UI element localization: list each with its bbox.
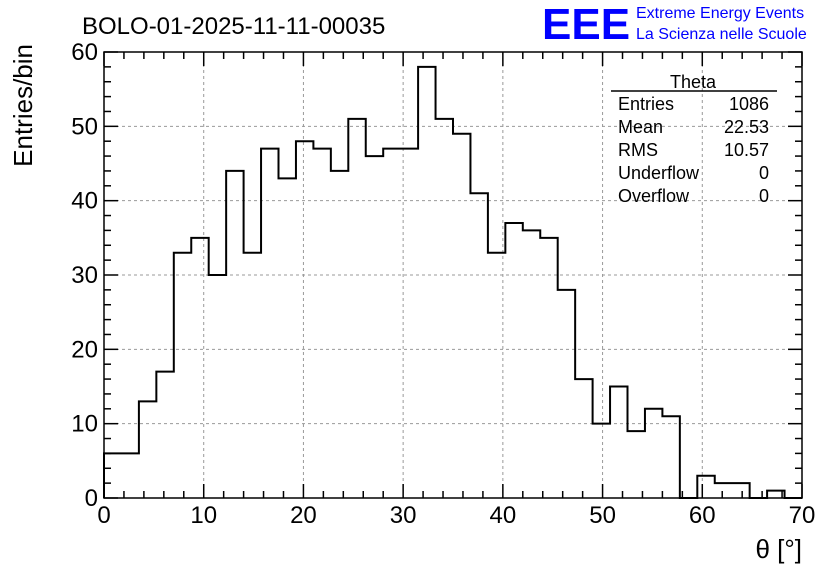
histogram-series bbox=[103, 65, 802, 499]
x-axis-label: θ [°] bbox=[755, 534, 802, 564]
x-tick-label: 20 bbox=[290, 502, 317, 529]
chart-title: BOLO-01-2025-11-11-00035 bbox=[82, 13, 385, 40]
x-tick-label: 10 bbox=[190, 502, 217, 529]
y-axis-label: Entries/bin bbox=[8, 44, 38, 167]
y-tick-labels: 0 10 20 30 40 50 60 bbox=[71, 39, 98, 512]
x-tick-label: 30 bbox=[390, 502, 417, 529]
y-tick-label: 20 bbox=[71, 336, 98, 363]
stats-value: 10.57 bbox=[724, 140, 769, 160]
y-tick-label: 10 bbox=[71, 411, 98, 438]
eee-logo-line1: Extreme Energy Events bbox=[636, 5, 804, 22]
y-tick-label: 50 bbox=[71, 113, 98, 140]
stats-label: Entries bbox=[618, 94, 674, 114]
stats-value: 0 bbox=[759, 163, 769, 183]
y-tick-label: 0 bbox=[85, 485, 98, 512]
stats-value: 0 bbox=[759, 186, 769, 206]
x-tick-label: 60 bbox=[689, 502, 716, 529]
stats-box: Theta Entries 1086 Mean 22.53 RMS 10.57 Underf… bbox=[611, 72, 777, 206]
x-tick-labels: 0 10 20 30 40 50 60 70 bbox=[97, 502, 815, 529]
stats-label: Mean bbox=[618, 117, 663, 137]
eee-logo: EEE Extreme Energy Events La Scienza nel… bbox=[542, 0, 807, 49]
stats-value: 1086 bbox=[729, 94, 769, 114]
stats-value: 22.53 bbox=[724, 117, 769, 137]
x-tick-label: 70 bbox=[789, 502, 816, 529]
eee-logo-line2: La Scienza nelle Scuole bbox=[636, 26, 807, 43]
eee-logo-mark: EEE bbox=[542, 0, 630, 49]
x-tick-label: 0 bbox=[97, 502, 110, 529]
stats-rows: Entries 1086 Mean 22.53 RMS 10.57 Underflow 0 Ov… bbox=[618, 94, 769, 206]
x-tick-label: 40 bbox=[490, 502, 517, 529]
x-tick-label: 50 bbox=[589, 502, 616, 529]
y-tick-label: 60 bbox=[71, 39, 98, 66]
axis-ticks bbox=[103, 51, 803, 499]
stats-label: Underflow bbox=[618, 163, 700, 183]
y-tick-label: 30 bbox=[71, 262, 98, 289]
stats-label: RMS bbox=[618, 140, 658, 160]
stats-label: Overflow bbox=[618, 186, 690, 206]
y-tick-label: 40 bbox=[71, 188, 98, 215]
stats-title: Theta bbox=[670, 72, 717, 92]
